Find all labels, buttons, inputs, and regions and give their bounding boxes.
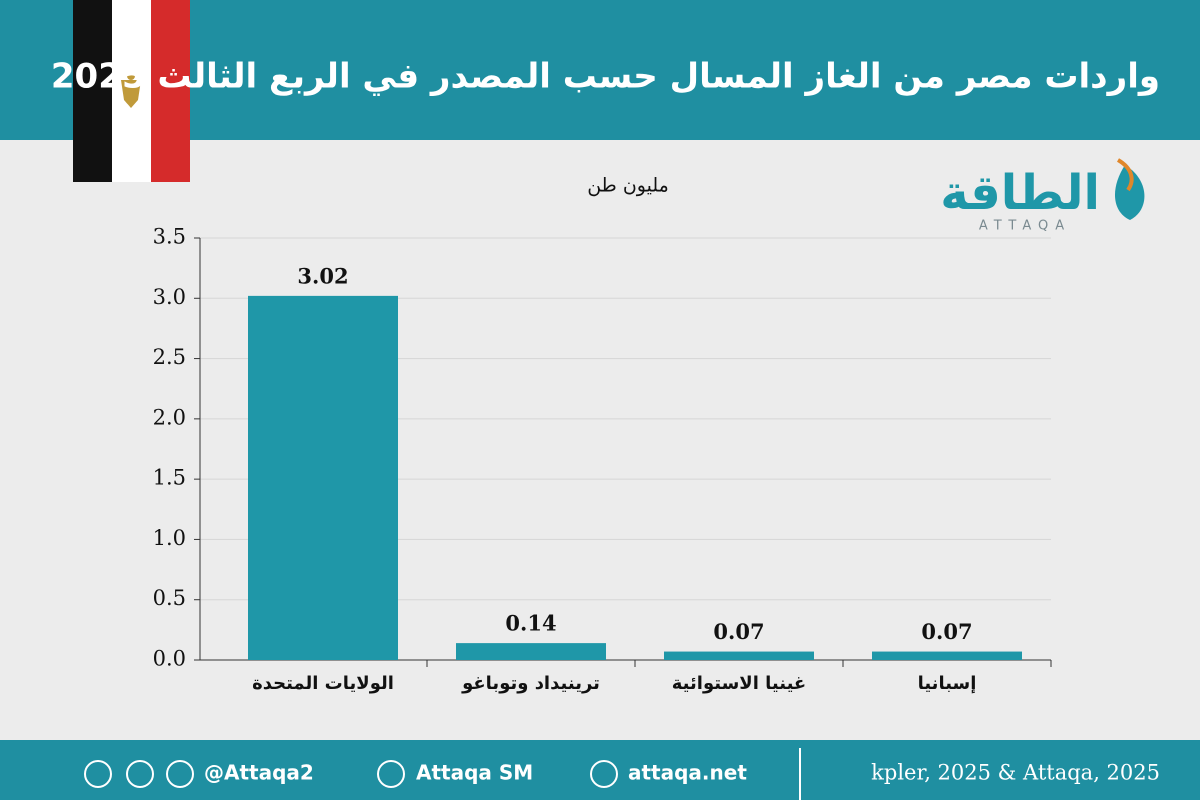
y-tick-label: 1.0 [153,526,186,550]
footer-band [0,740,1200,800]
x-tick-label: ترينيداد وتوباغو [461,673,600,694]
y-tick-label: 1.5 [153,466,186,490]
x-tick-label: إسبانيا [918,673,977,694]
value-label: 3.02 [297,263,348,288]
social-icons [84,760,618,788]
header-band [0,0,1200,140]
footer-website: attaqa.net [628,761,747,785]
y-tick-label: 0.0 [153,647,186,671]
footer-twitter: @Attaqa2 [204,761,314,785]
y-axis-label: مليون طن [587,175,669,197]
bar [872,651,1022,660]
bar [664,651,814,660]
footer-youtube: Attaqa SM [416,761,533,785]
flag [73,0,190,182]
value-label: 0.07 [921,619,972,644]
x-tick-label: الولايات المتحدة [252,673,394,694]
y-tick-label: 3.0 [153,285,186,309]
footer-source: kpler, 2025 & Attaqa, 2025 [871,761,1160,785]
value-label: 0.14 [505,611,556,636]
y-tick-label: 2.5 [153,345,186,369]
x-tick-label: غينيا الاستوائية [672,673,806,694]
bar [248,295,398,660]
chart-title: واردات مصر من الغاز المسال حسب المصدر في… [51,57,1160,97]
logo-arabic: الطاقة [940,165,1100,221]
bar [456,643,606,660]
y-tick-label: 2.0 [153,405,186,429]
y-tick-label: 0.5 [153,586,186,610]
logo-latin: ATTAQA [979,219,1071,234]
y-tick-label: 3.5 [153,225,186,249]
logo: الطاقة ATTAQA [940,158,1145,234]
value-label: 0.07 [713,619,764,644]
